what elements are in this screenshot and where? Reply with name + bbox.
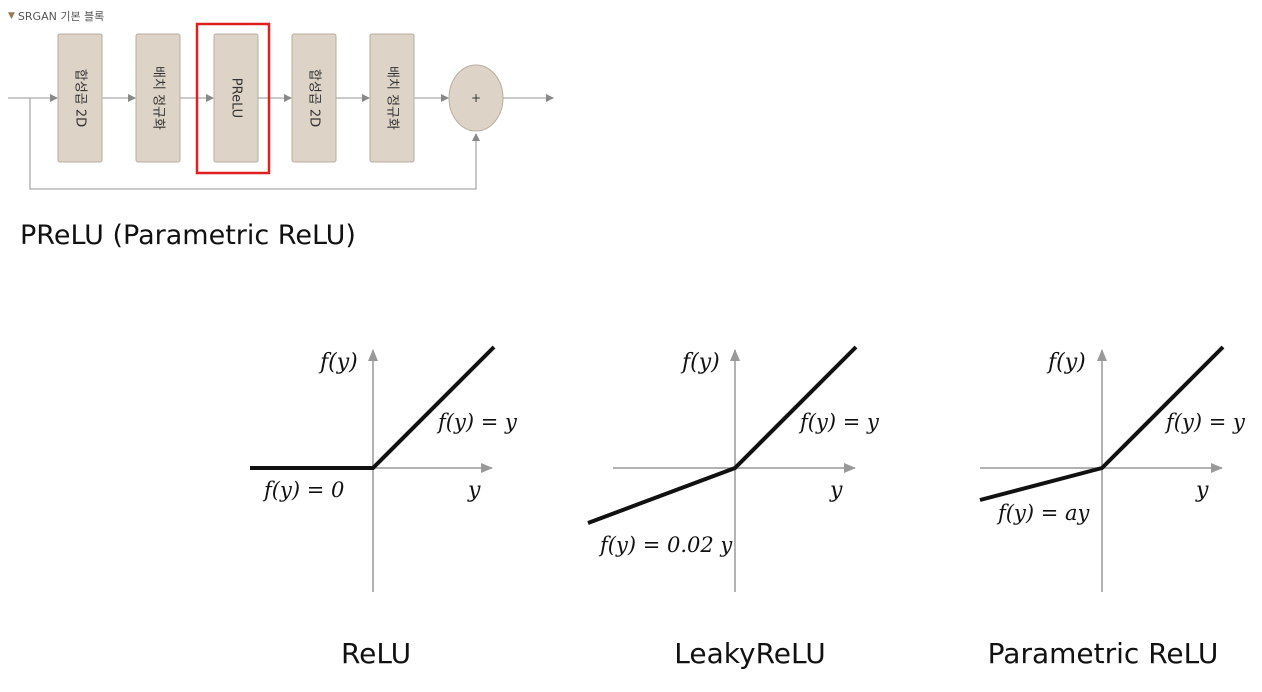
positive-label: f(y) = y — [436, 410, 518, 434]
negative-label: f(y) = ay — [996, 501, 1090, 525]
x-axis-label: y — [1195, 478, 1209, 503]
y-axis-label: f(y) — [1046, 350, 1086, 375]
block-label: 합성곱 2D — [307, 69, 322, 127]
section-header[interactable]: ▼ SRGAN 기본 블록 — [8, 8, 104, 24]
function-curve — [587, 345, 858, 525]
section-title: SRGAN 기본 블록 — [17, 10, 105, 23]
y-axis-label: f(y) — [680, 350, 720, 375]
block-label: 배치 정규화 — [385, 66, 400, 130]
block-label: PReLU — [229, 78, 244, 118]
function-curve — [250, 345, 496, 470]
block-label: 합성곱 2D — [73, 69, 88, 127]
block-batchnorm-1: 배치 정규화 — [135, 33, 181, 163]
plot-relu: f(y) y f(y) = y f(y) = 0 — [250, 345, 518, 592]
caption-parametric-relu: Parametric ReLU — [987, 637, 1219, 670]
positive-label: f(y) = y — [798, 410, 880, 434]
highlight-box — [195, 22, 271, 175]
positive-label: f(y) = y — [1164, 410, 1246, 434]
caption-relu: ReLU — [340, 637, 412, 670]
x-axis-label: y — [467, 478, 481, 503]
sum-node: + — [448, 64, 504, 132]
caption-leaky-relu: LeakyReLU — [674, 637, 826, 670]
negative-label: f(y) = 0.02 y — [598, 533, 733, 557]
block-conv2d-1: 합성곱 2D — [57, 33, 103, 163]
y-axis-label: f(y) — [318, 350, 358, 375]
function-curve — [979, 345, 1225, 502]
negative-label: f(y) = 0 — [262, 478, 344, 502]
block-prelu: PReLU — [195, 22, 271, 175]
block-batchnorm-2: 배치 정규화 — [369, 33, 415, 163]
skip-connection — [29, 98, 480, 190]
block-label: 배치 정규화 — [151, 66, 166, 130]
triangle-down-icon[interactable]: ▼ — [8, 11, 15, 21]
block-conv2d-2: 합성곱 2D — [291, 33, 337, 163]
sum-symbol: + — [471, 91, 481, 105]
plot-leaky-relu: f(y) y f(y) = y f(y) = 0.02 y — [587, 345, 880, 592]
page-heading: PReLU (Parametric ReLU) — [20, 220, 356, 251]
plot-parametric-relu: f(y) y f(y) = y f(y) = ay — [979, 345, 1246, 592]
x-axis-label: y — [829, 478, 843, 503]
block-diagram: 합성곱 2D 배치 정규화 PReLU 합성곱 2D 배치 정규화 + — [8, 22, 554, 190]
